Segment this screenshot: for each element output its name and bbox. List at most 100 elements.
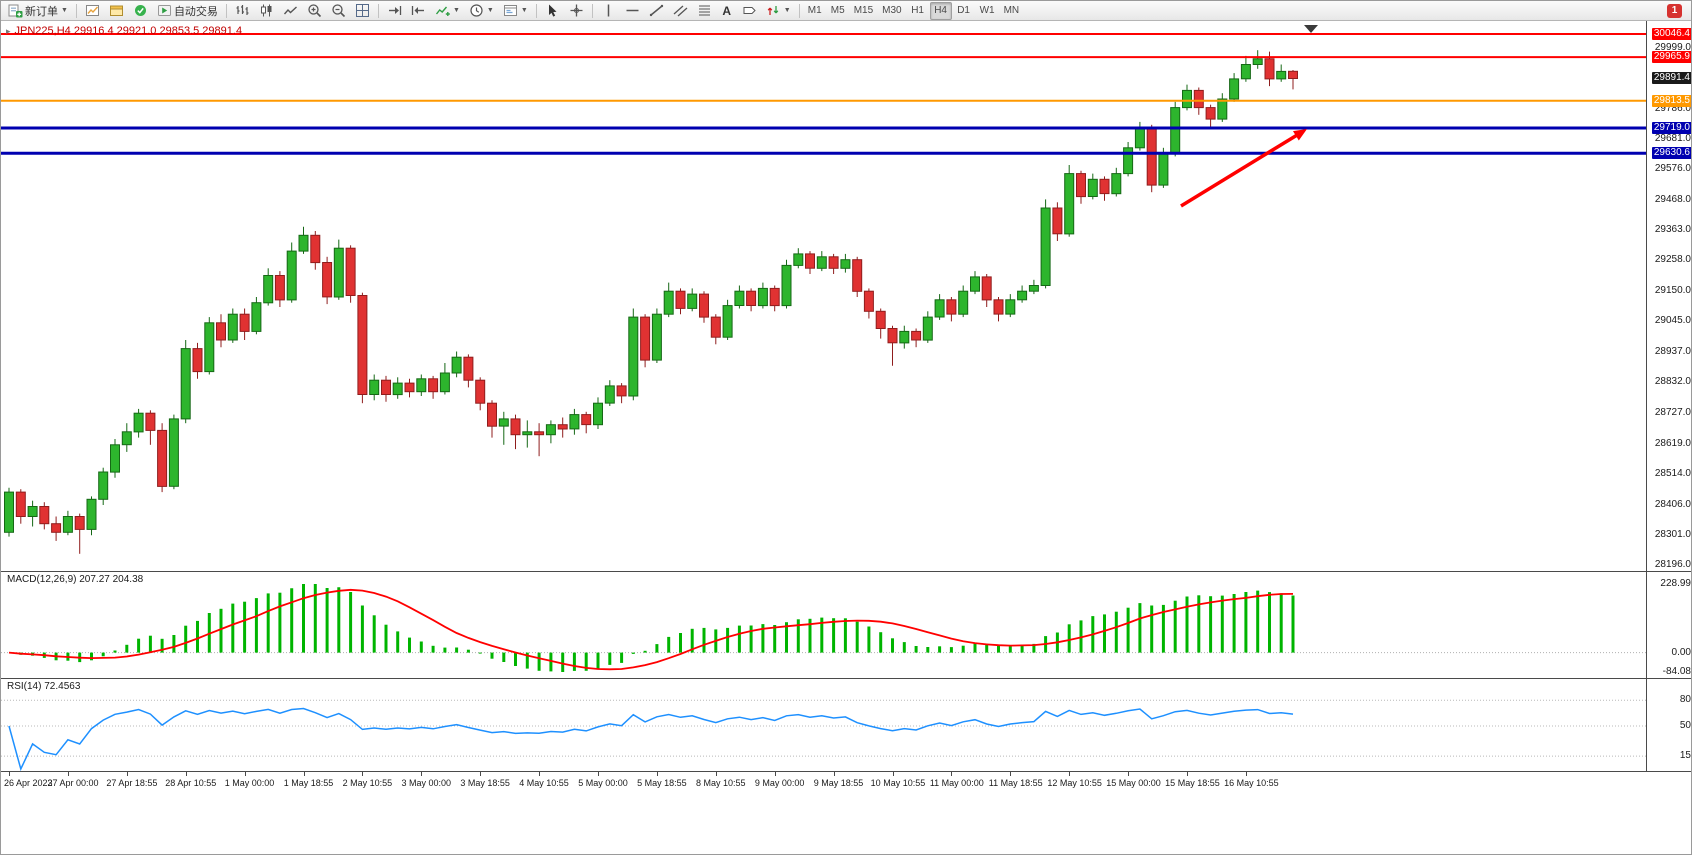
text-icon: A [722, 3, 732, 18]
autotrading-button[interactable]: 自动交易 [153, 2, 222, 20]
dropdown-arrow-icon[interactable]: ▼ [61, 7, 68, 14]
bid-price-label: 29891.4 [1651, 72, 1691, 85]
time-axis-tick [1010, 772, 1012, 776]
chart-title-text: JPN225,H4 29916.4 29921.0 29853.5 29891.… [14, 25, 243, 37]
dropdown-arrow-icon[interactable]: ▼ [783, 7, 791, 14]
periods-button[interactable]: ▼ [465, 2, 498, 20]
clock-icon [469, 3, 484, 18]
candles-layer [4, 50, 1298, 554]
autotrading-icon [157, 3, 172, 18]
time-axis-label: 28 Apr 10:55 [165, 778, 217, 788]
cursor-button[interactable] [541, 2, 564, 20]
time-axis-tick [9, 772, 10, 776]
price-axis-label: 28832.0 [1654, 376, 1691, 388]
arrow-shapes-icon [766, 3, 781, 18]
macd-panel: 228.99 0.00 -84.08 MACD(12,26,9) 207.27 20… [1, 571, 1691, 679]
rsi-axis-label: 80 [1679, 694, 1691, 706]
timeframe-m1-button[interactable]: M1 [807, 5, 822, 16]
new-chart-button[interactable] [81, 2, 104, 20]
macd-axis[interactable]: 228.99 0.00 -84.08 [1646, 572, 1691, 678]
rsi-axis[interactable]: 80 50 15 [1646, 679, 1691, 771]
time-axis-label: 8 May 10:55 [695, 778, 746, 788]
price-axis-label: 29363.0 [1654, 224, 1691, 236]
templates-button[interactable]: ▼ [499, 2, 532, 20]
timeframe-m5-button[interactable]: M5 [830, 5, 845, 16]
horizontal-line-button[interactable] [621, 2, 644, 20]
price-axis-label: 28301.0 [1654, 528, 1691, 540]
time-axis-label: 4 May 10:55 [519, 778, 569, 788]
chart-shift-button[interactable] [407, 2, 430, 20]
auto-scroll-button[interactable] [383, 2, 406, 20]
time-axis-label: 5 May 00:00 [578, 778, 628, 788]
rsi-header: RSI(14) 72.4563 [7, 681, 81, 692]
timeframe-mn-button[interactable]: MN [1003, 5, 1020, 16]
time-axis-tick [303, 772, 305, 776]
time-axis-label: 11 May 00:00 [929, 778, 984, 788]
price-chart-panel: 29999.0 29786.0 29681.0 29576.0 29468.0 29363… [1, 21, 1691, 571]
time-axis-label: 15 May 00:00 [1106, 778, 1161, 788]
text-button[interactable]: A [717, 2, 737, 20]
dropdown-arrow-icon[interactable]: ▼ [520, 7, 528, 14]
profiles-button[interactable] [105, 2, 128, 20]
dropdown-arrow-icon[interactable]: ▼ [486, 7, 494, 14]
notification-badge[interactable]: 1 [1667, 3, 1682, 18]
timeframe-m15-button[interactable]: M15 [853, 5, 874, 16]
price-axis-label: 28727.0 [1654, 406, 1691, 418]
tile-windows-button[interactable] [351, 2, 374, 20]
candle-chart-type-button[interactable] [255, 2, 278, 20]
price-axis-label: 28406.0 [1654, 498, 1691, 510]
trend-arrow-annotation[interactable] [1180, 129, 1307, 208]
timeframe-w1-button[interactable]: W1 [979, 5, 995, 16]
time-axis-tick [833, 772, 835, 776]
new-order-button[interactable]: 新订单 ▼ [4, 2, 72, 20]
fibonacci-button[interactable] [693, 2, 716, 20]
zoom-in-button[interactable] [303, 2, 326, 20]
price-level-label: 29965.9 [1651, 51, 1691, 64]
price-level-label: 29813.5 [1651, 94, 1691, 107]
macd-plot[interactable] [1, 572, 1646, 679]
price-axis-label: 29150.0 [1654, 285, 1691, 297]
time-axis-tick [1069, 772, 1071, 776]
new-chart-icon [85, 3, 100, 18]
text-label-button[interactable] [738, 2, 761, 20]
bar-chart-type-button[interactable] [231, 2, 254, 20]
one-click-trading-icon[interactable]: ▸ [6, 25, 11, 36]
time-axis-tick [126, 772, 128, 776]
timeframe-h1-button[interactable]: H1 [911, 5, 924, 16]
candlestick-chart[interactable] [1, 21, 1646, 571]
time-axis-tick [1128, 772, 1130, 776]
crosshair-button[interactable] [565, 2, 588, 20]
time-axis-label: 26 Apr 2023 [4, 778, 53, 788]
time-axis-label: 9 May 00:00 [754, 778, 805, 788]
price-axis[interactable]: 29999.0 29786.0 29681.0 29576.0 29468.0 29363… [1646, 21, 1691, 571]
chart-shift-marker[interactable] [1304, 25, 1318, 33]
zoom-out-button[interactable] [327, 2, 350, 20]
time-axis-tick [362, 772, 364, 776]
time-axis-label: 15 May 18:55 [1165, 778, 1220, 788]
timeframe-d1-button[interactable]: D1 [957, 5, 970, 16]
toolbar-separator [591, 3, 593, 18]
rsi-plot[interactable] [1, 679, 1646, 772]
price-axis-label: 29681.0 [1654, 132, 1691, 144]
time-axis-tick [244, 772, 246, 776]
time-axis-tick [951, 772, 953, 776]
toolbar-separator [225, 3, 227, 18]
time-axis-tick [1245, 772, 1247, 776]
timeframe-m30-button[interactable]: M30 [882, 5, 902, 16]
trendline-button[interactable] [645, 2, 668, 20]
alerts-icon [133, 3, 148, 18]
indicators-button[interactable]: ▼ [431, 2, 464, 20]
toolbar-separator [535, 3, 537, 18]
bars-icon [235, 3, 250, 18]
vertical-line-button[interactable] [597, 2, 620, 20]
dropdown-arrow-icon[interactable]: ▼ [452, 7, 460, 14]
price-axis-label: 28514.0 [1654, 467, 1691, 479]
auto-scroll-icon [387, 3, 402, 18]
line-chart-type-button[interactable] [279, 2, 302, 20]
alerts-button[interactable] [129, 2, 152, 20]
arrow-shapes-button[interactable]: ▼ [762, 2, 795, 20]
time-axis[interactable]: 26 Apr 2023 27 Apr 00:00 27 Apr 18:55 28 Ap… [1, 771, 1691, 795]
timeframe-h4-button[interactable]: H4 [929, 1, 952, 20]
equidistant-channel-button[interactable] [669, 2, 692, 20]
